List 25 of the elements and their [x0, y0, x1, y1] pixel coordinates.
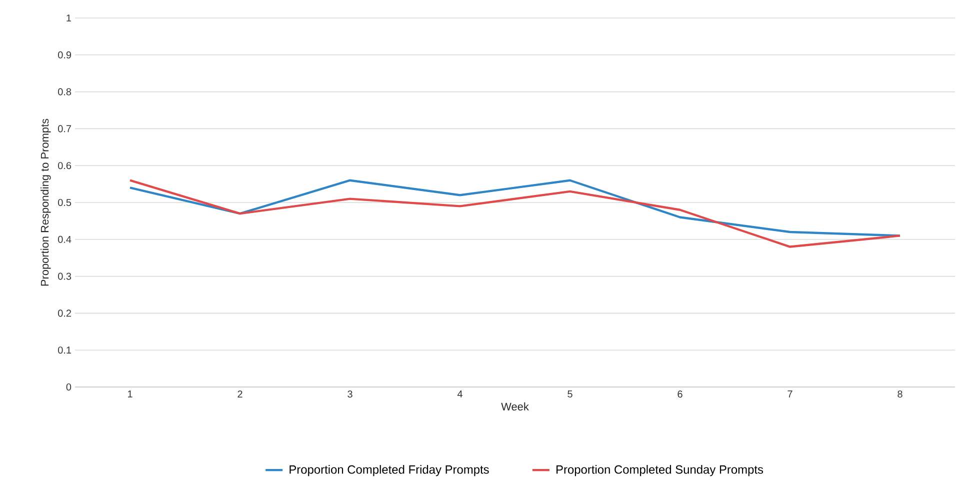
legend-label: Proportion Completed Friday Prompts	[290, 464, 489, 476]
y-tick-label: 0.1	[58, 346, 71, 354]
y-tick-label: 0.6	[58, 162, 72, 170]
y-tick-label: 0.4	[58, 236, 72, 243]
line-series	[128, 179, 902, 248]
y-tick-label: 0.7	[58, 125, 71, 132]
y-tick-label: 0	[66, 383, 72, 391]
x-tick-label: 1	[128, 390, 132, 398]
line-series	[128, 179, 902, 237]
x-tick-label: 7	[788, 390, 792, 398]
legend-label: Proportion Completed Sunday Prompts	[556, 464, 764, 476]
x-tick-label: 8	[898, 390, 902, 398]
y-tick-label: 0.9	[58, 51, 72, 58]
x-tick-label: 5	[568, 390, 572, 398]
y-tick-label: 0.2	[58, 310, 71, 317]
y-tick-label: 0.8	[58, 88, 72, 96]
y-tick-label: 0.3	[58, 272, 72, 280]
y-tick-label: 0.5	[58, 198, 72, 206]
y-tick-label: 1	[66, 14, 71, 22]
x-tick-label: 3	[348, 390, 352, 398]
x-tick-label: 6	[678, 390, 682, 398]
x-tick-label: 4	[457, 390, 462, 398]
x-tick-label: 2	[238, 390, 242, 398]
y-axis-title: Proportion Responding to Prompts	[40, 118, 51, 286]
x-axis-title: Week	[501, 402, 529, 410]
